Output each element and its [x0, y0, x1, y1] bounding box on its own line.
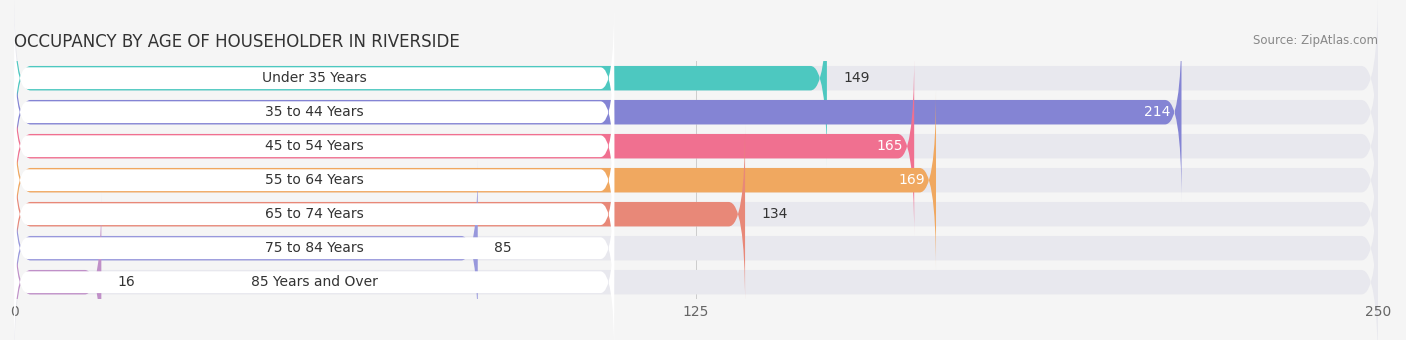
FancyBboxPatch shape — [14, 90, 936, 270]
Text: 134: 134 — [762, 207, 787, 221]
Text: 85: 85 — [494, 241, 512, 255]
Text: 35 to 44 Years: 35 to 44 Years — [264, 105, 363, 119]
FancyBboxPatch shape — [14, 72, 614, 220]
FancyBboxPatch shape — [14, 124, 745, 304]
FancyBboxPatch shape — [14, 0, 1378, 168]
Text: 214: 214 — [1144, 105, 1171, 119]
FancyBboxPatch shape — [14, 22, 1378, 202]
FancyBboxPatch shape — [14, 192, 1378, 340]
Text: 75 to 84 Years: 75 to 84 Years — [264, 241, 364, 255]
FancyBboxPatch shape — [14, 0, 827, 168]
FancyBboxPatch shape — [14, 174, 614, 322]
Text: 85 Years and Over: 85 Years and Over — [250, 275, 378, 289]
Text: Under 35 Years: Under 35 Years — [262, 71, 367, 85]
Text: Source: ZipAtlas.com: Source: ZipAtlas.com — [1253, 34, 1378, 47]
Text: 55 to 64 Years: 55 to 64 Years — [264, 173, 364, 187]
Text: OCCUPANCY BY AGE OF HOUSEHOLDER IN RIVERSIDE: OCCUPANCY BY AGE OF HOUSEHOLDER IN RIVER… — [14, 33, 460, 51]
FancyBboxPatch shape — [14, 38, 614, 186]
Text: 149: 149 — [844, 71, 870, 85]
FancyBboxPatch shape — [14, 124, 1378, 304]
FancyBboxPatch shape — [14, 192, 101, 340]
FancyBboxPatch shape — [14, 208, 614, 340]
FancyBboxPatch shape — [14, 4, 614, 152]
FancyBboxPatch shape — [14, 56, 914, 236]
FancyBboxPatch shape — [14, 106, 614, 254]
Text: 169: 169 — [898, 173, 925, 187]
Text: 45 to 54 Years: 45 to 54 Years — [264, 139, 363, 153]
FancyBboxPatch shape — [14, 56, 1378, 236]
FancyBboxPatch shape — [14, 22, 1181, 202]
FancyBboxPatch shape — [14, 140, 614, 288]
FancyBboxPatch shape — [14, 90, 1378, 270]
Text: 16: 16 — [118, 275, 135, 289]
FancyBboxPatch shape — [14, 158, 478, 338]
Text: 165: 165 — [877, 139, 903, 153]
Text: 65 to 74 Years: 65 to 74 Years — [264, 207, 364, 221]
FancyBboxPatch shape — [14, 158, 1378, 338]
